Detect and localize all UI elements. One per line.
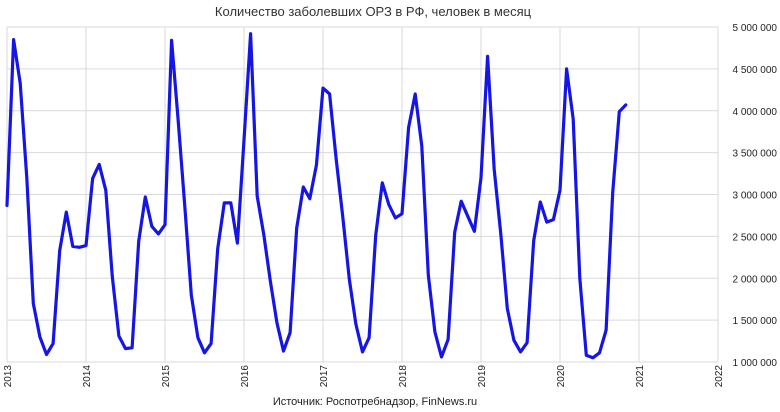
x-tick-label: 2017 — [319, 365, 330, 388]
source-note: Источник: Роспотребнадзор, FinNews.ru — [273, 396, 477, 408]
gridlines — [6, 26, 719, 363]
x-tick-label: 2022 — [714, 365, 725, 388]
y-tick-label: 2 500 000 — [733, 232, 778, 243]
x-tick-label: 2019 — [477, 365, 488, 388]
x-tick-label: 2018 — [398, 365, 409, 388]
y-axis-ticks: 1 000 000 1 500 000 2 000 000 2 500 000 3 00… — [733, 23, 778, 369]
series-line — [5, 32, 628, 360]
x-axis-ticks: 2013 2014 2015 2016 2017 2018 2019 2020 2021 2022 — [3, 365, 725, 388]
y-tick-label: 1 000 000 — [733, 358, 778, 369]
y-tick-label: 2 000 000 — [733, 274, 778, 285]
x-tick-label: 2015 — [161, 365, 172, 388]
chart-title: Количество заболевших ОРЗ в РФ, человек … — [215, 4, 532, 19]
y-tick-label: 3 500 000 — [733, 149, 778, 160]
x-tick-label: 2016 — [240, 365, 251, 388]
x-tick-label: 2013 — [3, 365, 14, 388]
y-tick-label: 4 000 000 — [733, 107, 778, 118]
x-tick-label: 2020 — [556, 365, 567, 388]
y-tick-label: 4 500 000 — [733, 65, 778, 76]
x-tick-label: 2014 — [82, 365, 93, 388]
y-tick-label: 5 000 000 — [733, 23, 778, 34]
y-tick-label: 1 500 000 — [733, 316, 778, 327]
x-tick-label: 2021 — [635, 365, 646, 388]
y-tick-label: 3 000 000 — [733, 191, 778, 202]
